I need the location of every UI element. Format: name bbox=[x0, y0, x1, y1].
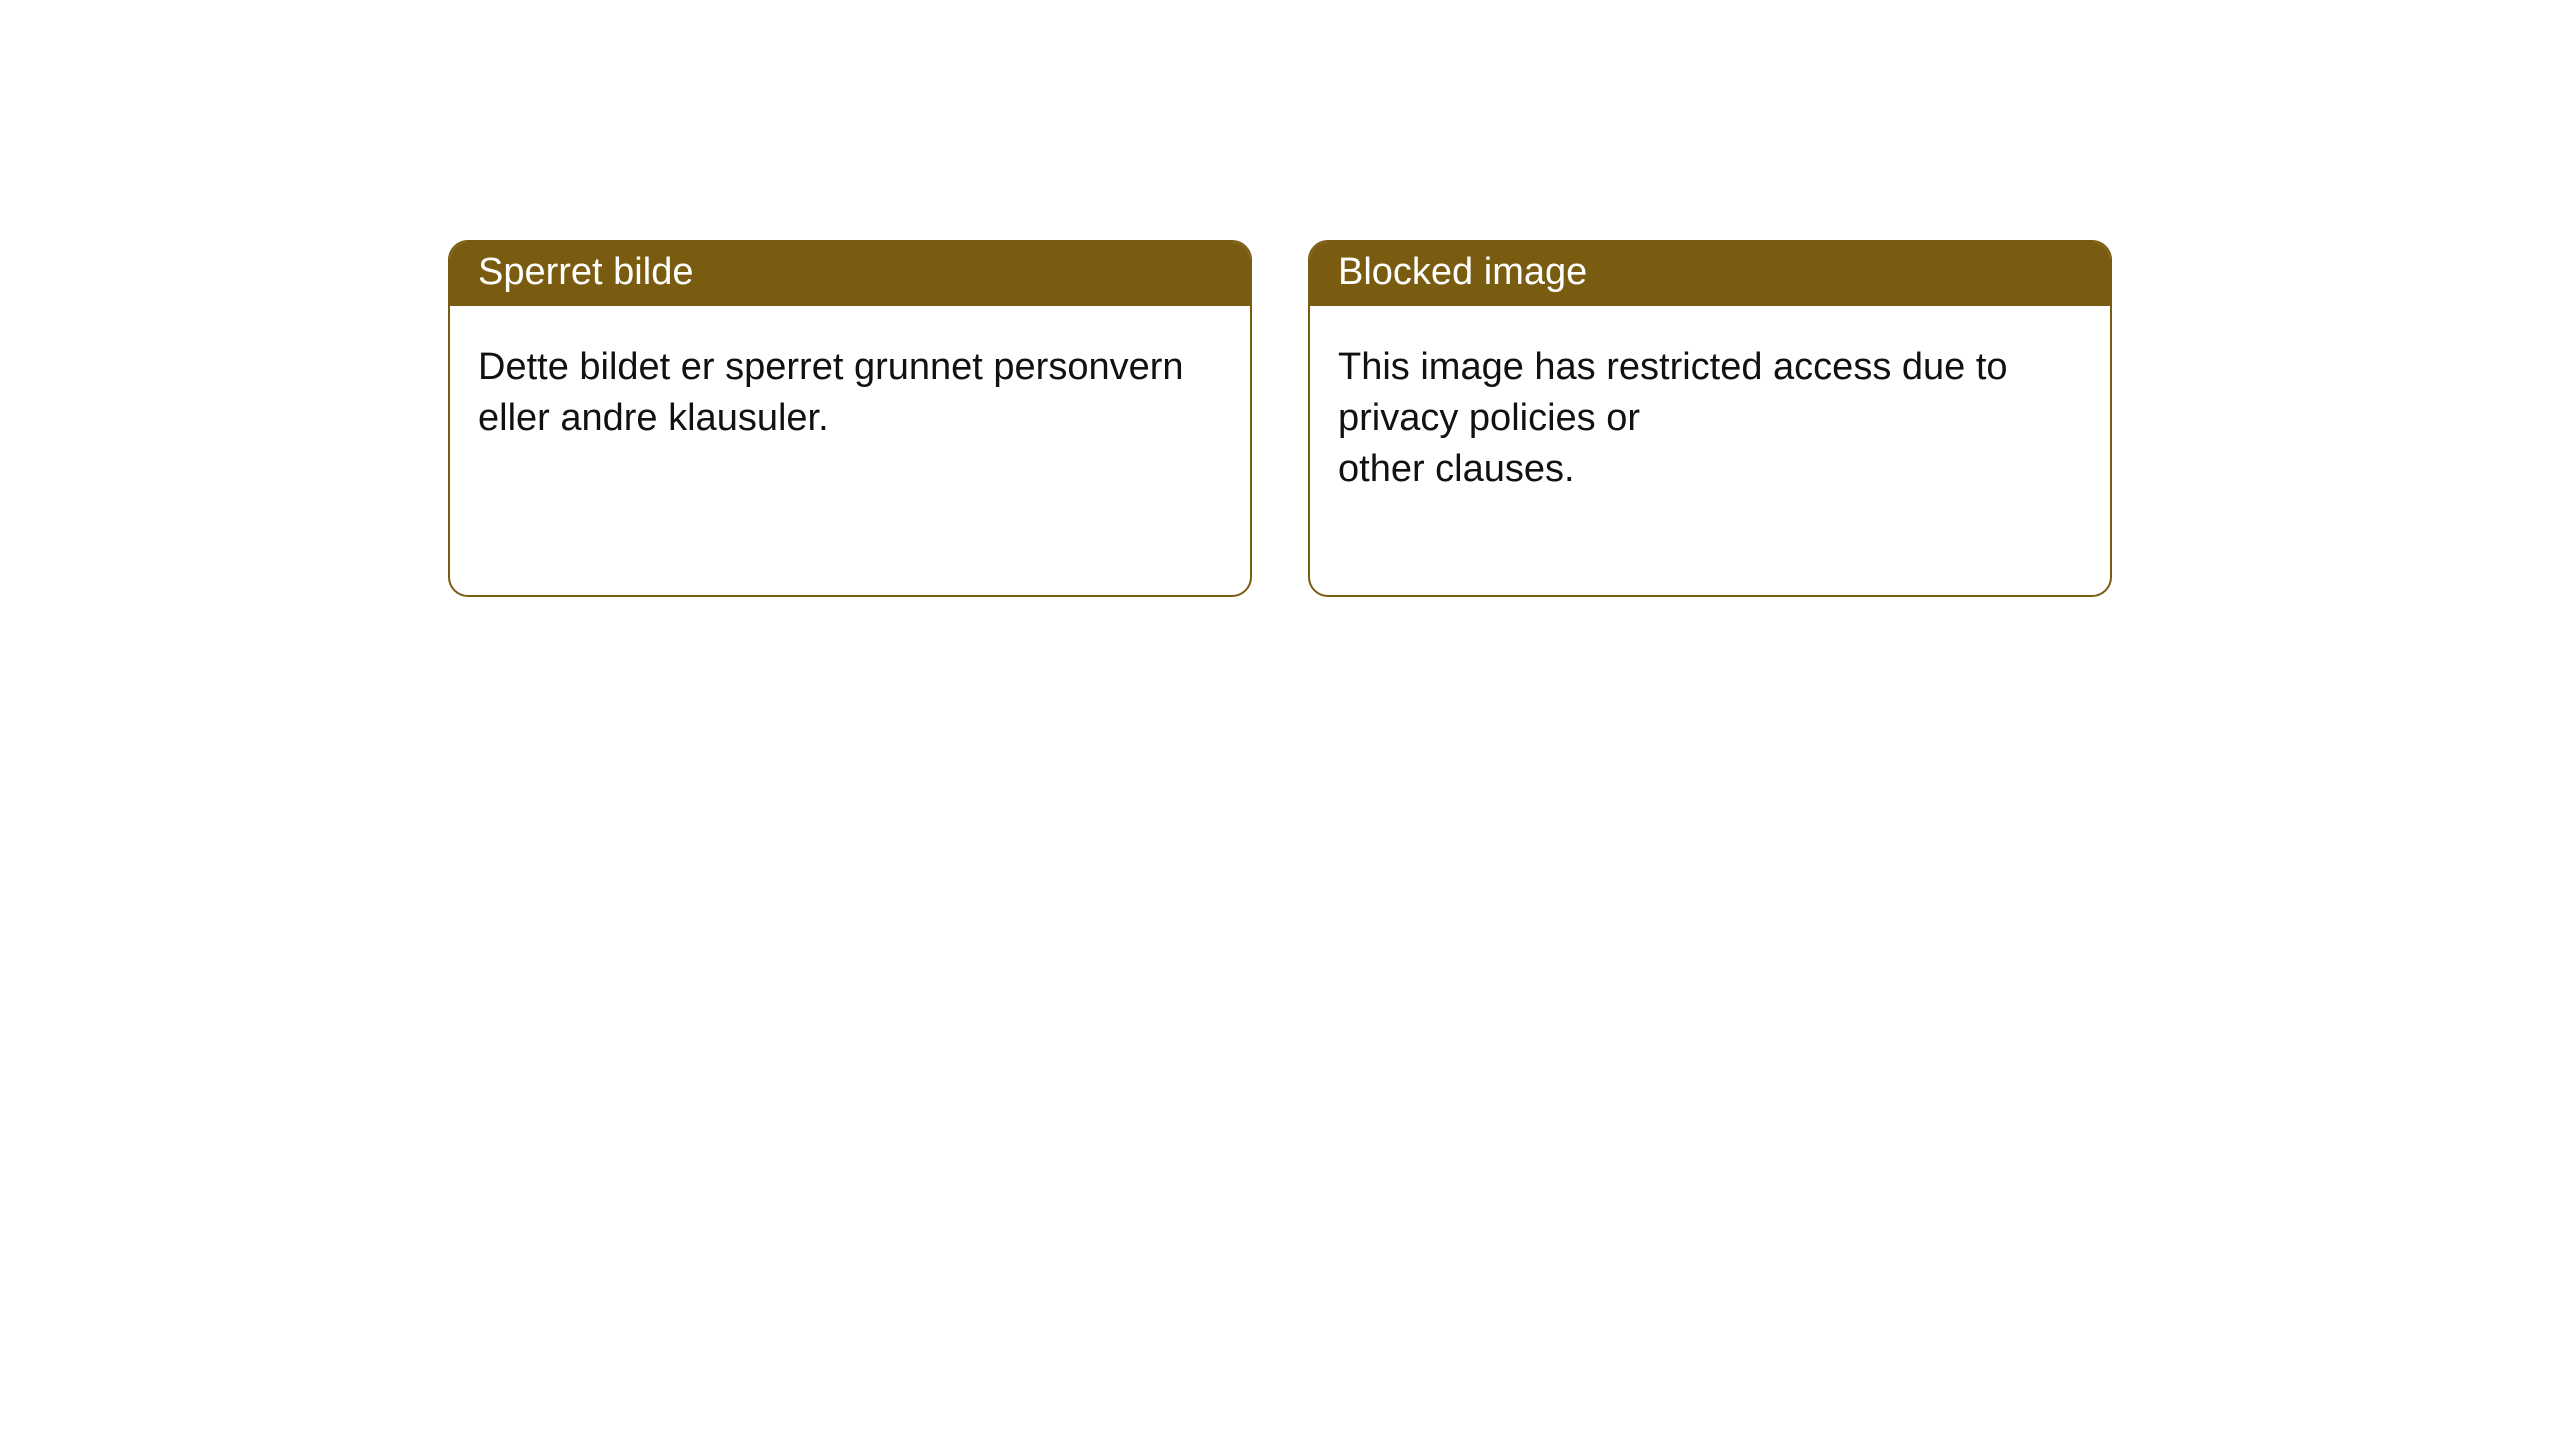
notice-body: Dette bildet er sperret grunnet personve… bbox=[450, 306, 1250, 545]
notice-container: Sperret bilde Dette bildet er sperret gr… bbox=[0, 0, 2560, 597]
notice-card-english: Blocked image This image has restricted … bbox=[1308, 240, 2112, 597]
notice-card-norwegian: Sperret bilde Dette bildet er sperret gr… bbox=[448, 240, 1252, 597]
notice-body: This image has restricted access due to … bbox=[1310, 306, 2110, 596]
notice-header: Sperret bilde bbox=[450, 242, 1250, 306]
notice-header: Blocked image bbox=[1310, 242, 2110, 306]
